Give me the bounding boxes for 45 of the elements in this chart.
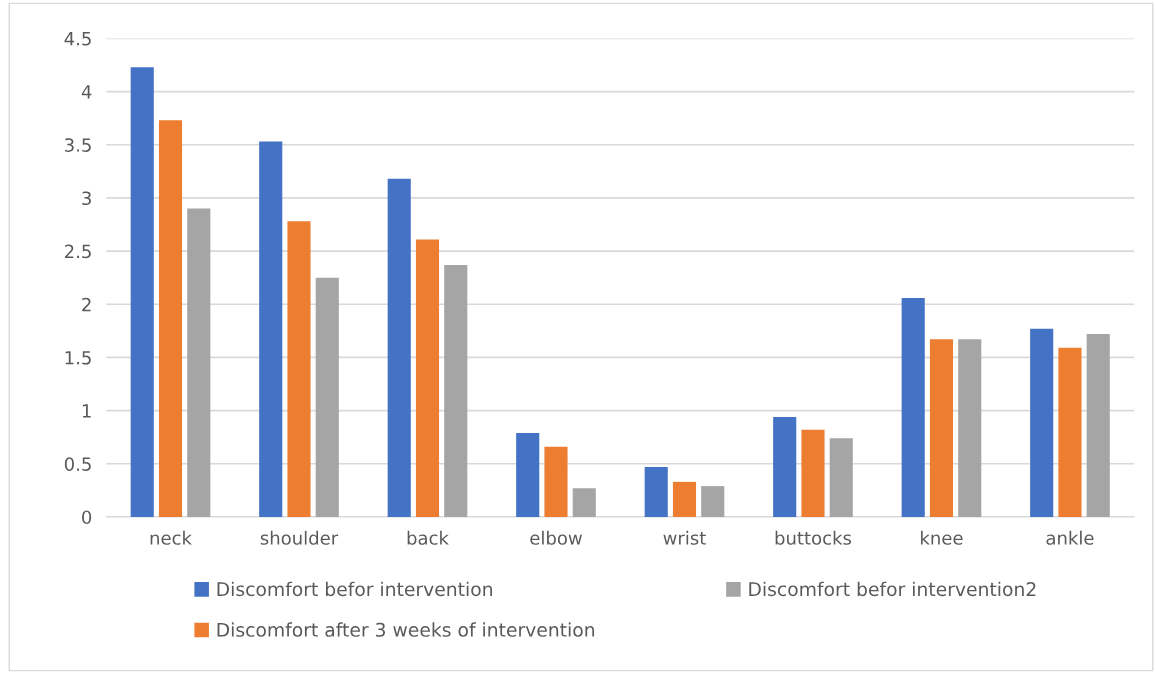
legend-label: Discomfort befor intervention2	[749, 581, 1036, 597]
bar	[958, 339, 982, 517]
bar	[415, 239, 440, 517]
bar	[1030, 328, 1054, 517]
bar	[672, 481, 697, 517]
bar	[544, 446, 568, 517]
bar	[158, 120, 183, 517]
bar	[444, 264, 468, 517]
x-tick-label: wrist	[663, 530, 706, 545]
y-tick-label: 3	[82, 191, 91, 206]
legend-label: Discomfort befor intervention	[217, 581, 492, 597]
bar	[701, 486, 725, 517]
bar	[829, 438, 853, 517]
y-tick-label: 0	[82, 510, 92, 525]
y-tick-label: 3.5	[65, 138, 91, 152]
y-tick-label: 2	[82, 297, 91, 312]
bar	[516, 432, 540, 517]
bar	[130, 67, 154, 517]
bar	[644, 466, 668, 517]
y-tick-label: 1.5	[65, 351, 91, 365]
bar	[187, 208, 211, 517]
bar	[259, 141, 283, 517]
y-tick-label: 1	[82, 404, 91, 418]
y-tick-label: 4.5	[64, 32, 91, 46]
x-tick-label: elbow	[530, 530, 582, 545]
x-tick-label: ankle	[1046, 530, 1094, 545]
y-tick-label: 4	[81, 85, 92, 99]
bar	[572, 488, 596, 517]
y-tick-label: 2.5	[64, 244, 91, 259]
x-tick-label: buttocks	[775, 530, 852, 545]
x-tick-label: shoulder	[260, 530, 339, 545]
legend-label: Discomfort after 3 weeks of intervention	[217, 622, 595, 637]
bar	[387, 178, 411, 517]
bar	[901, 297, 925, 517]
bar	[773, 417, 797, 517]
bar	[1086, 334, 1110, 517]
x-tick-label: back	[407, 530, 449, 545]
bar	[801, 429, 825, 517]
y-tick-label: 0.5	[64, 457, 91, 471]
x-tick-label: knee	[921, 530, 963, 545]
bar	[287, 221, 311, 517]
bar	[315, 277, 339, 517]
bar	[929, 339, 954, 517]
x-tick-label: neck	[150, 530, 192, 545]
bar	[1058, 347, 1082, 517]
